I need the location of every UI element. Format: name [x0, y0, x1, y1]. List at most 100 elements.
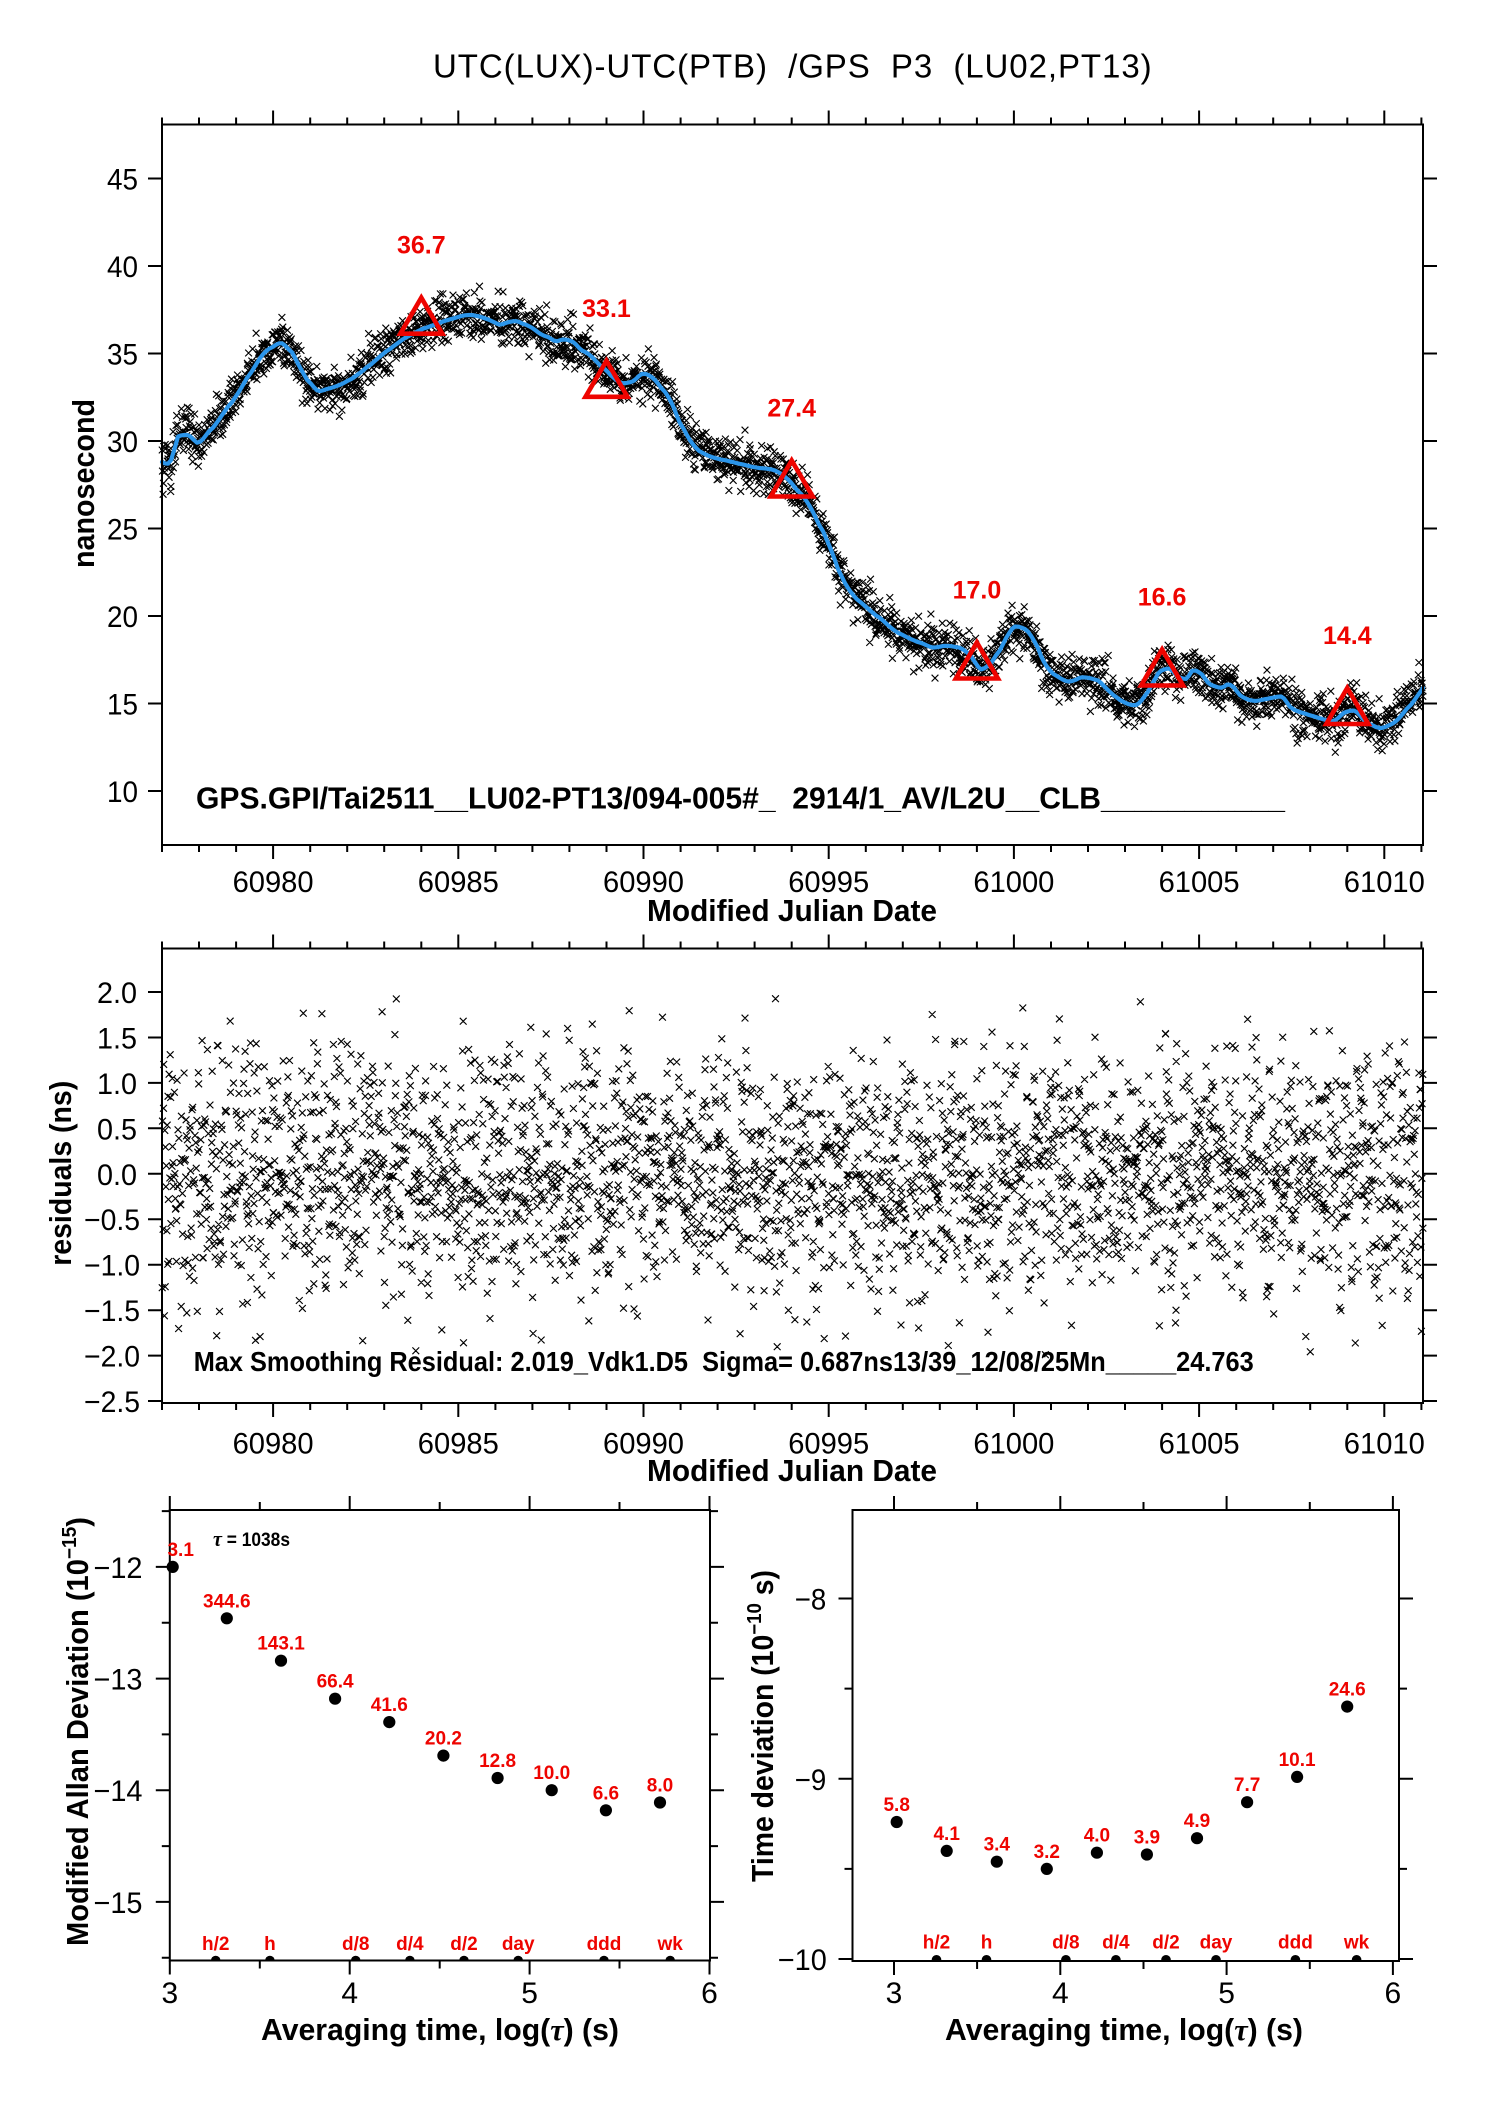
svg-text:15: 15: [107, 689, 138, 722]
svg-text:h/2: h/2: [923, 1933, 950, 1954]
svg-text:60985: 60985: [418, 866, 499, 899]
svg-text:τ = 1038s: τ = 1038s: [213, 1526, 290, 1551]
svg-text:60980: 60980: [233, 866, 314, 899]
svg-text:1.0: 1.0: [97, 1068, 137, 1101]
svg-text:UTC(LUX)-UTC(PTB) /GPS P3 (: UTC(LUX)-UTC(PTB) /GPS P3 (LU02,PT13): [433, 48, 1152, 85]
svg-text:Modified Julian Date: Modified Julian Date: [647, 894, 937, 928]
svg-text:60995: 60995: [788, 1428, 869, 1461]
svg-text:10: 10: [107, 776, 138, 809]
svg-text:41.6: 41.6: [371, 1695, 408, 1716]
svg-text:−10: −10: [778, 1944, 827, 1977]
svg-text:−0.5: −0.5: [84, 1204, 140, 1237]
svg-text:Modified Julian Date: Modified Julian Date: [647, 1454, 937, 1488]
svg-text:3: 3: [161, 1977, 178, 2010]
svg-text:60995: 60995: [788, 866, 869, 899]
svg-text:20: 20: [107, 601, 138, 634]
svg-text:h/2: h/2: [202, 1934, 229, 1955]
svg-text:4: 4: [341, 1977, 358, 2010]
svg-text:10.1: 10.1: [1279, 1750, 1316, 1771]
svg-text:Averaging time, log(τ) (s): Averaging time, log(τ) (s): [945, 2013, 1303, 2047]
svg-text:Modified Allan Deviation (10−1: Modified Allan Deviation (10−15): [59, 1517, 95, 1946]
svg-text:45: 45: [107, 164, 138, 197]
svg-text:wk: wk: [1343, 1933, 1370, 1954]
svg-text:Max Smoothing Residual: 2.019_: Max Smoothing Residual: 2.019_Vdk1.D5 Si…: [194, 1346, 1254, 1377]
svg-text:h: h: [264, 1934, 276, 1955]
svg-text:344.6: 344.6: [203, 1591, 251, 1612]
svg-text:3.4: 3.4: [984, 1835, 1011, 1856]
svg-text:4.0: 4.0: [1084, 1826, 1110, 1847]
svg-text:12.8: 12.8: [479, 1751, 516, 1772]
svg-text:d/8: d/8: [1052, 1933, 1079, 1954]
svg-text:0.5: 0.5: [97, 1113, 137, 1146]
svg-text:−15: −15: [94, 1887, 143, 1920]
svg-text:25: 25: [107, 514, 138, 547]
svg-text:4.9: 4.9: [1184, 1811, 1210, 1832]
svg-text:6.6: 6.6: [593, 1783, 619, 1804]
svg-text:nanosecond: nanosecond: [67, 399, 101, 568]
svg-text:61010: 61010: [1344, 1428, 1425, 1461]
svg-text:d/8: d/8: [342, 1934, 369, 1955]
svg-text:day: day: [502, 1934, 535, 1955]
svg-text:1.5: 1.5: [97, 1023, 137, 1056]
svg-text:61010: 61010: [1344, 866, 1425, 899]
svg-text:day: day: [1200, 1933, 1233, 1954]
svg-text:20.2: 20.2: [425, 1729, 462, 1750]
svg-text:61005: 61005: [1159, 866, 1240, 899]
svg-text:61000: 61000: [973, 866, 1054, 899]
svg-text:61000: 61000: [973, 1428, 1054, 1461]
svg-text:66.4: 66.4: [317, 1672, 354, 1693]
svg-text:60990: 60990: [603, 1428, 684, 1461]
svg-text:24.6: 24.6: [1329, 1680, 1366, 1701]
svg-text:5.8: 5.8: [883, 1795, 909, 1816]
svg-text:−14: −14: [94, 1775, 143, 1808]
svg-text:10.0: 10.0: [533, 1763, 570, 1784]
svg-text:−1.0: −1.0: [84, 1250, 140, 1283]
svg-text:h: h: [981, 1933, 993, 1954]
svg-text:40: 40: [107, 251, 138, 284]
svg-text:60980: 60980: [233, 1428, 314, 1461]
svg-text:d/2: d/2: [1152, 1933, 1179, 1954]
svg-text:36.7: 36.7: [397, 232, 446, 260]
svg-text:−9: −9: [795, 1764, 827, 1797]
svg-text:5: 5: [1218, 1977, 1235, 2010]
svg-text:4.1: 4.1: [933, 1824, 960, 1845]
svg-text:17.0: 17.0: [953, 577, 1002, 605]
svg-text:0.0: 0.0: [97, 1159, 137, 1192]
svg-text:33.1: 33.1: [582, 295, 631, 323]
svg-text:60985: 60985: [418, 1428, 499, 1461]
svg-text:−13: −13: [94, 1664, 143, 1697]
svg-text:−2.0: −2.0: [84, 1341, 140, 1374]
svg-text:16.6: 16.6: [1138, 584, 1187, 612]
svg-text:−8: −8: [795, 1584, 827, 1617]
svg-text:ddd: ddd: [1278, 1933, 1313, 1954]
svg-text:3.1: 3.1: [167, 1540, 194, 1561]
svg-text:4: 4: [1052, 1977, 1069, 2010]
svg-text:ddd: ddd: [587, 1934, 622, 1955]
svg-text:−12: −12: [94, 1552, 143, 1585]
svg-text:143.1: 143.1: [257, 1634, 305, 1655]
svg-text:6: 6: [701, 1977, 718, 2010]
svg-text:7.7: 7.7: [1234, 1775, 1260, 1796]
svg-text:8.0: 8.0: [647, 1776, 673, 1797]
svg-text:d/4: d/4: [1102, 1933, 1130, 1954]
svg-text:27.4: 27.4: [767, 395, 816, 423]
svg-text:61005: 61005: [1159, 1428, 1240, 1461]
svg-text:3.2: 3.2: [1034, 1842, 1060, 1863]
svg-text:Time deviation (10−10 s): Time deviation (10−10 s): [744, 1570, 780, 1882]
svg-text:6: 6: [1385, 1977, 1402, 2010]
svg-text:3: 3: [886, 1977, 903, 2010]
svg-text:GPS.GPI/Tai2511__LU02-PT13/094: GPS.GPI/Tai2511__LU02-PT13/094-005#_ 291…: [196, 781, 1286, 816]
svg-text:5: 5: [521, 1977, 538, 2010]
svg-text:30: 30: [107, 426, 138, 459]
svg-text:d/4: d/4: [396, 1934, 424, 1955]
svg-text:60990: 60990: [603, 866, 684, 899]
svg-text:Averaging time, log(τ) (s): Averaging time, log(τ) (s): [261, 2013, 619, 2047]
svg-text:residuals (ns): residuals (ns): [44, 1081, 78, 1266]
svg-text:14.4: 14.4: [1323, 622, 1372, 650]
svg-text:3.9: 3.9: [1134, 1828, 1160, 1849]
svg-text:−1.5: −1.5: [84, 1295, 140, 1328]
svg-text:35: 35: [107, 339, 138, 372]
svg-text:wk: wk: [657, 1934, 684, 1955]
svg-text:−2.5: −2.5: [84, 1386, 140, 1419]
svg-text:d/2: d/2: [450, 1934, 477, 1955]
